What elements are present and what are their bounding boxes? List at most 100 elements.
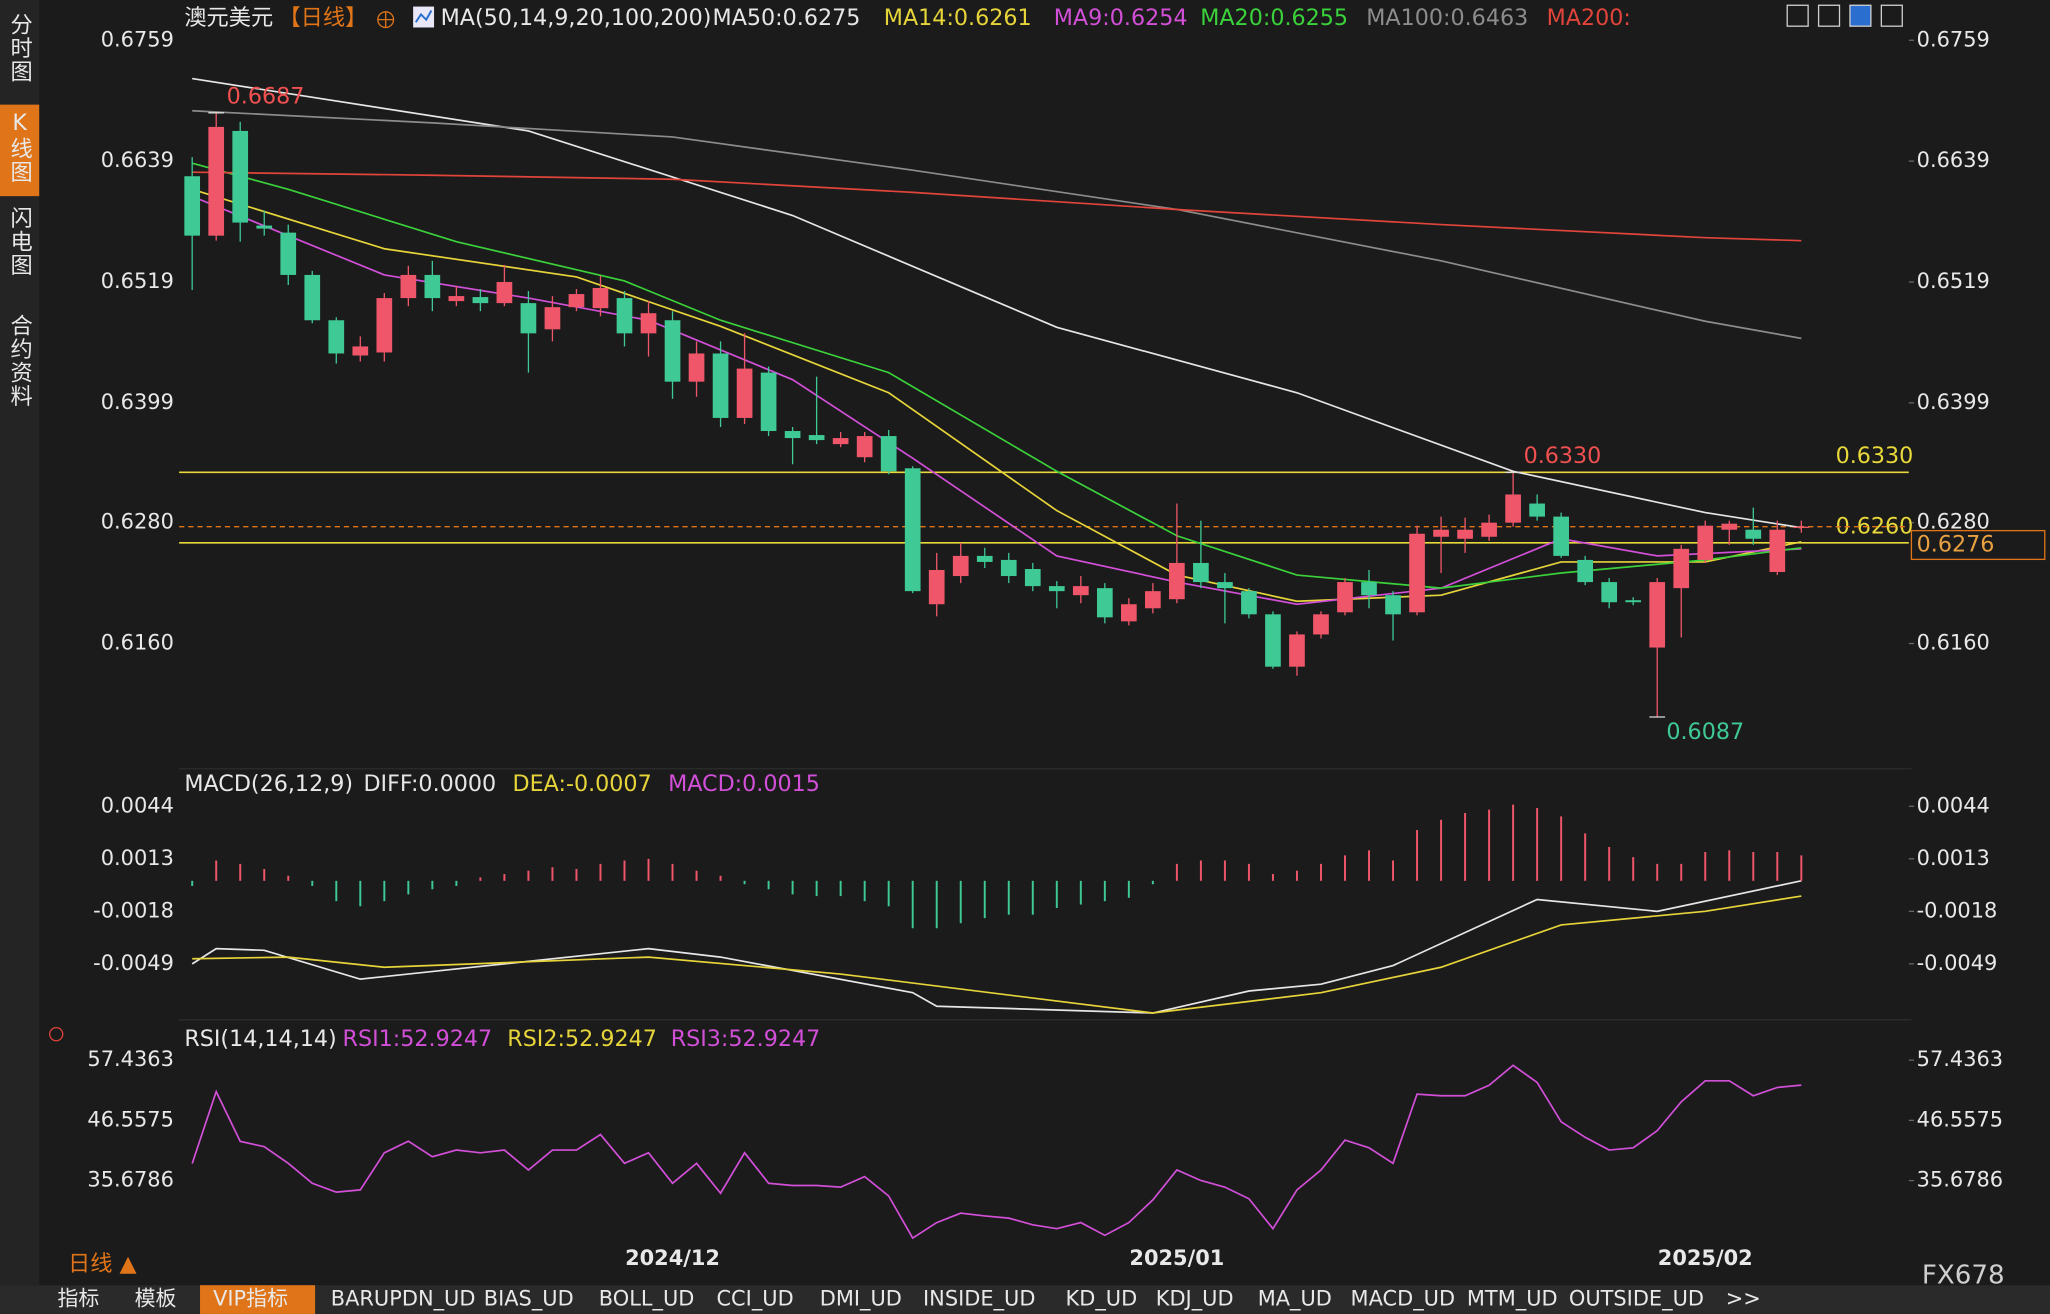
candle-body: [1505, 494, 1521, 523]
header-icons: [49, 6, 435, 1042]
icon[interactable]: [1817, 4, 1841, 27]
candle-body: [1313, 614, 1329, 635]
legend-entry: RSI1:52.9247: [343, 1026, 493, 1052]
sidebar-tab[interactable]: 分时图: [7, 13, 33, 84]
y-tick-label: -0.0049: [1917, 951, 1998, 975]
series-line: [191, 162, 1802, 589]
candle-body: [976, 555, 993, 562]
sidebar-tab[interactable]: 闪电图: [7, 206, 33, 277]
candle-body: [1096, 588, 1113, 618]
candle-body: [1289, 634, 1305, 667]
vip-bg: [200, 1285, 316, 1314]
candle-body: [184, 176, 201, 236]
toolbar-item[interactable]: BIAS_UD: [484, 1287, 574, 1311]
chart-title: RSI(14,14,14): [184, 1026, 336, 1052]
candle-body: [1769, 529, 1786, 573]
last-price-label: 0.6276: [1917, 531, 1995, 557]
candle-body: [1072, 586, 1089, 596]
toolbar-item[interactable]: KD_UD: [1066, 1287, 1138, 1311]
toolbar-item[interactable]: KDJ_UD: [1156, 1287, 1234, 1311]
y-tick-label: 57.4363: [87, 1047, 173, 1071]
candle-body: [1000, 559, 1017, 577]
sidebar-tab[interactable]: 合约资料: [7, 313, 33, 408]
candle-body: [1529, 503, 1545, 517]
indicator-label: MA(50,14,9,20,100,200): [441, 5, 712, 31]
toolbar: [0, 1285, 2050, 1314]
candle-body: [1577, 559, 1594, 583]
candle-body: [688, 353, 705, 382]
series-line: [192, 77, 1802, 529]
candle-body: [328, 320, 345, 354]
toolbar-item[interactable]: MTM_UD: [1467, 1287, 1558, 1311]
candle-body: [1337, 582, 1353, 613]
candle-body: [1048, 586, 1065, 592]
y-tick-label: 46.5575: [1917, 1107, 2003, 1131]
candle-body: [880, 436, 897, 472]
candle-body: [808, 435, 825, 441]
legend-entry: MA20:0.6255: [1200, 5, 1348, 31]
icon[interactable]: [1786, 4, 1809, 27]
icon[interactable]: [1880, 4, 1903, 27]
candle-body: [424, 274, 441, 299]
candle-body: [1673, 548, 1690, 589]
candle-body: [952, 555, 969, 577]
y-tick-label: 0.0044: [1917, 793, 1990, 817]
toolbar-item[interactable]: BARUPDN_UD: [331, 1287, 476, 1311]
top-right-icons: [1786, 4, 1903, 27]
toolbar-item[interactable]: 模板: [135, 1287, 177, 1311]
candle-body: [1169, 562, 1185, 600]
candle-body: [1697, 525, 1714, 560]
toolbar-item[interactable]: 指标: [58, 1287, 100, 1311]
candle-body: [1625, 600, 1642, 603]
y-tick-label: 0.6160: [101, 631, 174, 655]
y-tick-label: -0.0018: [93, 898, 174, 922]
candle-body: [760, 372, 777, 432]
candle-body: [1433, 529, 1449, 537]
y-tick-label: 46.5575: [87, 1107, 173, 1131]
toolbar-item[interactable]: OUTSIDE_UD: [1569, 1287, 1704, 1311]
candle-body: [856, 436, 873, 458]
toolbar-item[interactable]: CCI_UD: [716, 1287, 793, 1311]
candle-body: [1265, 614, 1281, 667]
level-label: 0.6330: [1836, 443, 1914, 469]
toolbar-item[interactable]: BOLL_UD: [599, 1287, 695, 1311]
candle-body: [592, 288, 609, 309]
candle-body: [1361, 582, 1377, 596]
candle-body: [1409, 533, 1425, 613]
candle-body: [496, 281, 513, 304]
candle-body: [232, 130, 249, 223]
candle-body: [1385, 595, 1401, 615]
legend-entry: MA50:0.6275: [713, 5, 861, 31]
toolbar-item[interactable]: MA_UD: [1258, 1287, 1332, 1311]
period[interactable]: 日线 ▲: [68, 1251, 138, 1277]
candle-body: [1793, 526, 1810, 529]
toolbar-item[interactable]: MACD_UD: [1351, 1287, 1456, 1311]
y-tick-label: 0.0044: [101, 793, 174, 817]
sidebar-tab[interactable]: K线图: [7, 110, 33, 184]
extreme-label: 0.6087: [1666, 719, 1744, 745]
toolbar-item[interactable]: >>: [1726, 1287, 1761, 1311]
toolbar-item[interactable]: INSIDE_UD: [923, 1287, 1035, 1311]
last-price-box: [1910, 529, 2046, 561]
candle-body: [784, 431, 801, 439]
legend-entry: RSI2:52.9247: [507, 1026, 657, 1052]
y-tick-label: 0.6639: [101, 148, 174, 172]
chart-title: MACD(26,12,9): [184, 771, 353, 797]
toolbar-item[interactable]: VIP指标: [213, 1287, 288, 1311]
y-tick-label: 57.4363: [1917, 1047, 2003, 1071]
candle-body: [1601, 582, 1618, 603]
candle-body: [256, 225, 273, 229]
icon[interactable]: [1849, 4, 1872, 27]
candle-body: [520, 303, 537, 334]
candle-body: [1145, 591, 1161, 609]
legend-entry: DEA:-0.0007: [513, 771, 652, 797]
candle-body: [664, 320, 681, 382]
y-tick-label: 0.0013: [1917, 846, 1990, 870]
toolbar-item[interactable]: DMI_UD: [820, 1287, 902, 1311]
candle-body: [1024, 568, 1041, 587]
candle-body: [1481, 522, 1497, 537]
